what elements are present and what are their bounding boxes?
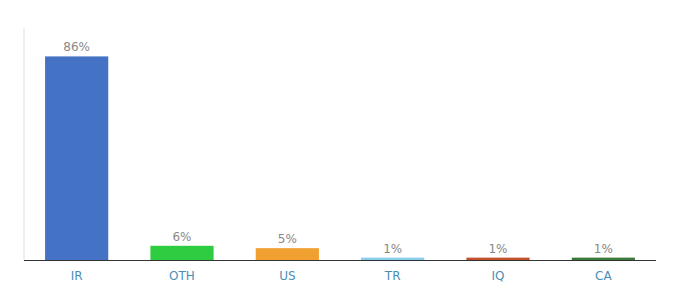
x-tick-label: IQ (492, 269, 505, 283)
x-tick-labels: IR OTH US TR IQ CA (71, 269, 613, 283)
chart-container: 86% 6% 5% 1% 1% 1% IR OTH US TR IQ CA (0, 0, 680, 300)
bar (150, 246, 213, 260)
bars (45, 56, 635, 260)
data-label: 1% (488, 242, 507, 256)
data-label: 1% (594, 242, 613, 256)
data-labels: 86% 6% 5% 1% 1% 1% (63, 40, 613, 255)
data-label: 1% (383, 242, 402, 256)
chart: 86% 6% 5% 1% 1% 1% IR OTH US TR IQ CA (0, 0, 680, 300)
x-tick-label: OTH (169, 269, 195, 283)
x-tick-label: IR (71, 269, 83, 283)
data-label: 6% (172, 230, 191, 244)
bar (466, 258, 529, 260)
x-tick-label: TR (384, 269, 401, 283)
bar (361, 258, 424, 260)
y-axis-line (24, 28, 25, 260)
bar (572, 258, 635, 260)
data-label: 5% (278, 232, 297, 246)
x-axis-line (24, 260, 656, 261)
bar (45, 56, 108, 260)
data-label: 86% (63, 40, 90, 54)
x-tick-label: CA (595, 269, 612, 283)
x-tick-label: US (279, 269, 295, 283)
bar (256, 248, 319, 260)
